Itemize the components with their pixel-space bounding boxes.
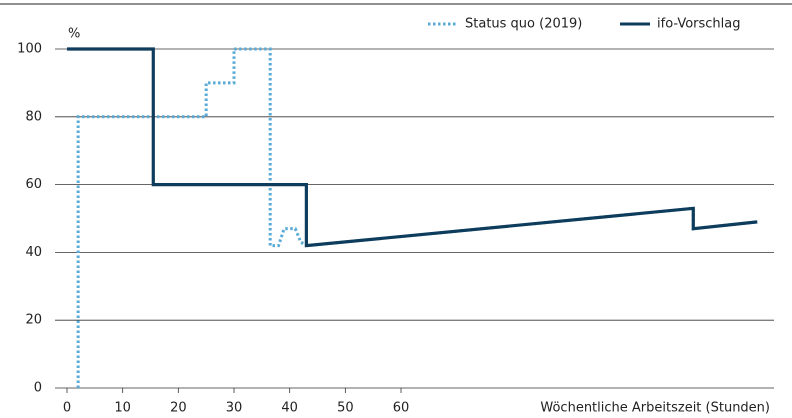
y-tick-label: 20 bbox=[25, 313, 42, 328]
legend-label: ifo-Vorschlag bbox=[657, 17, 740, 32]
y-tick-label: 60 bbox=[25, 177, 42, 192]
x-axis-label: Wöchentliche Arbeitszeit (Stunden) bbox=[540, 401, 770, 416]
x-tick-label: 60 bbox=[393, 401, 410, 416]
x-tick-label: 0 bbox=[63, 401, 71, 416]
x-tick-label: 40 bbox=[281, 401, 298, 416]
unit-label: % bbox=[68, 27, 80, 42]
y-tick-label: 40 bbox=[25, 245, 42, 260]
series-line bbox=[67, 47, 758, 248]
series-line bbox=[76, 47, 758, 388]
x-tick-label: 50 bbox=[337, 401, 354, 416]
x-tick-label: 10 bbox=[114, 401, 131, 416]
y-tick-label: 0 bbox=[34, 381, 42, 396]
legend-label: Status quo (2019) bbox=[465, 17, 582, 32]
x-tick-label: 30 bbox=[226, 401, 243, 416]
y-tick-label: 100 bbox=[17, 42, 42, 57]
y-tick-label: 80 bbox=[25, 109, 42, 124]
x-tick-label: 20 bbox=[170, 401, 187, 416]
